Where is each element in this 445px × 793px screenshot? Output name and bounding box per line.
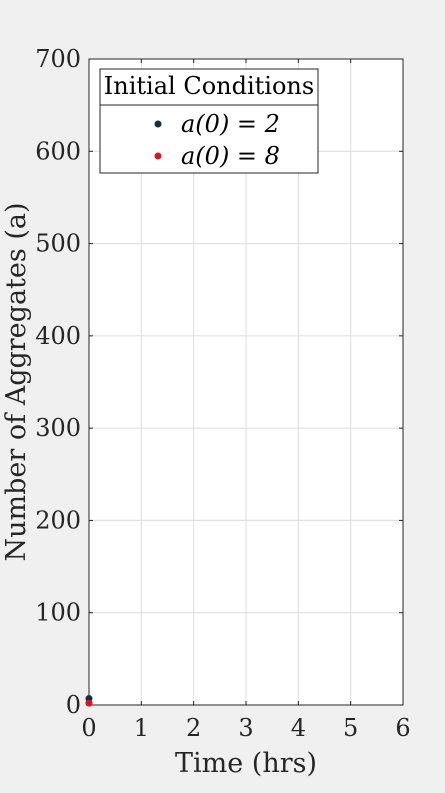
y-tick-label: 700 [35,45,81,73]
y-tick-label: 600 [35,137,81,165]
x-axis-label: Time (hrs) [175,748,317,779]
legend-marker [155,153,162,160]
data-point [86,700,93,707]
y-tick-label: 200 [35,506,81,534]
legend-entry-label: a(0) = 8 [181,142,280,170]
y-tick-label: 0 [66,691,81,719]
legend-title: Initial Conditions [104,72,314,100]
data-points [86,695,93,707]
x-tick-label: 3 [238,714,253,742]
legend-marker [155,121,162,128]
x-tick-label: 0 [81,714,96,742]
x-tick-label: 6 [395,714,410,742]
y-tick-labels: 0 100 200 300 400 500 600 700 [35,45,81,719]
x-tick-label: 4 [291,714,306,742]
x-tick-label: 1 [134,714,149,742]
x-tick-label: 2 [186,714,201,742]
y-tick-label: 100 [35,599,81,627]
legend: Initial Conditions a(0) = 2 a(0) = 8 [100,69,318,173]
x-tick-label: 5 [343,714,358,742]
y-tick-label: 400 [35,322,81,350]
x-tick-labels: 0 1 2 3 4 5 6 [81,714,410,742]
y-tick-label: 500 [35,230,81,258]
y-axis-label: Number of Aggregates (a) [1,203,32,562]
y-tick-label: 300 [35,414,81,442]
legend-entry-label: a(0) = 2 [181,110,280,138]
